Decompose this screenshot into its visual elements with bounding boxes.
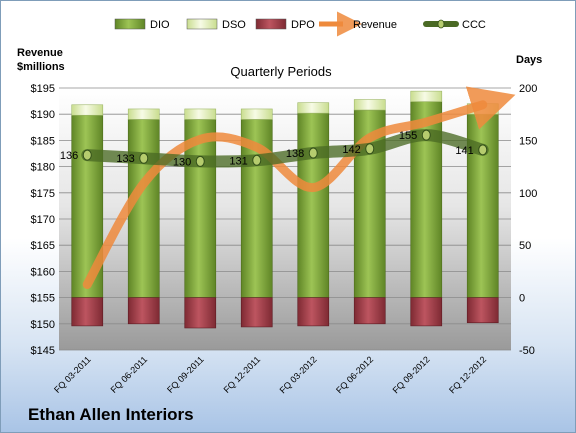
ccc-data-label: 142 xyxy=(342,144,360,156)
ccc-point xyxy=(421,129,431,141)
left-axis-title-line2: $millions xyxy=(17,61,65,73)
right-tick-label: 0 xyxy=(519,293,525,305)
left-tick-label: $175 xyxy=(31,188,55,200)
ccc-data-label: 133 xyxy=(116,153,134,165)
ccc-data-label: 155 xyxy=(399,130,417,142)
bar-dpo xyxy=(127,297,160,325)
right-axis-ticks: -50 0 50 100 150 200 xyxy=(519,83,537,357)
left-tick-label: $180 xyxy=(31,162,55,174)
ccc-data-label: 131 xyxy=(229,155,247,167)
revenue-line xyxy=(82,86,516,289)
right-tick-label: 150 xyxy=(519,135,537,147)
bar-dpo xyxy=(297,297,330,327)
x-tick-label: FQ 12-2011 xyxy=(222,354,263,395)
bar-dso xyxy=(410,90,443,102)
company-name: Ethan Allen Interiors xyxy=(28,405,194,424)
right-tick-label: 50 xyxy=(519,240,531,252)
bar-dpo xyxy=(71,297,104,327)
ccc-data-label: 130 xyxy=(173,156,191,168)
right-tick-label: -50 xyxy=(519,345,535,357)
legend-swatch-dso xyxy=(186,18,218,30)
left-tick-label: $145 xyxy=(31,345,55,357)
bar-dio xyxy=(184,119,217,298)
bar-dso xyxy=(71,104,104,116)
bar-dso xyxy=(127,108,160,120)
left-tick-label: $170 xyxy=(31,214,55,226)
bar-dpo xyxy=(240,297,273,328)
ccc-point xyxy=(365,143,375,155)
left-tick-label: $165 xyxy=(31,240,55,252)
right-tick-label: 200 xyxy=(519,83,537,95)
x-tick-label: FQ 06-2012 xyxy=(334,354,375,395)
x-tick-label: FQ 09-2012 xyxy=(391,354,432,395)
right-axis-title: Days xyxy=(516,54,542,66)
x-tick-label: FQ 09-2011 xyxy=(165,354,206,395)
ccc-point xyxy=(308,147,318,159)
x-tick-label: FQ 03-2012 xyxy=(278,354,319,395)
bar-dpo xyxy=(353,297,386,325)
ccc-data-label: 141 xyxy=(455,145,473,157)
legend: DIO DSO DPO Revenue CCC xyxy=(114,11,486,37)
x-tick-label: FQ 03-2011 xyxy=(52,354,93,395)
bar-dso xyxy=(240,108,273,120)
x-tick-label: FQ 12-2012 xyxy=(447,354,488,395)
left-tick-label: $195 xyxy=(31,83,55,95)
ccc-point xyxy=(139,152,149,164)
bar-dpo xyxy=(410,297,443,327)
legend-marker-ccc xyxy=(437,19,445,29)
legend-label-dpo: DPO xyxy=(291,19,315,31)
legend-swatch-dio xyxy=(114,18,146,30)
ccc-data-label: 136 xyxy=(60,150,78,162)
ccc-point xyxy=(478,144,488,156)
bar-dso xyxy=(353,99,386,111)
bar-dio xyxy=(297,112,330,298)
legend-label-dio: DIO xyxy=(150,19,170,31)
bar-dio xyxy=(127,119,160,298)
x-axis-labels: FQ 03-2011 FQ 06-2011 FQ 09-2011 FQ 12-2011… xyxy=(52,354,488,395)
ccc-series: 136 133 130 131 138 142 155 141 xyxy=(60,129,489,168)
left-tick-label: $150 xyxy=(31,319,55,331)
bar-dso xyxy=(184,108,217,120)
revenue-series xyxy=(82,86,516,289)
bar-dpo xyxy=(184,297,217,329)
ccc-point xyxy=(252,154,262,166)
legend-label-ccc: CCC xyxy=(462,19,486,31)
ccc-line xyxy=(81,129,489,168)
legend-label-revenue: Revenue xyxy=(353,19,397,31)
left-tick-label: $160 xyxy=(31,266,55,278)
left-tick-label: $185 xyxy=(31,135,55,147)
ccc-point xyxy=(82,149,92,161)
x-tick-label: FQ 06-2011 xyxy=(109,354,150,395)
left-axis-ticks: $145 $150 $155 $160 $165 $170 $175 $180 $185 $190… xyxy=(31,83,55,357)
left-axis-title-line1: Revenue xyxy=(17,47,63,59)
ccc-point xyxy=(195,155,205,167)
bars xyxy=(71,90,499,329)
chart-title: Quarterly Periods xyxy=(230,64,332,79)
bar-dpo xyxy=(466,297,499,324)
ccc-data-label: 138 xyxy=(286,148,304,160)
legend-swatch-dpo xyxy=(255,18,287,30)
left-tick-label: $155 xyxy=(31,293,55,305)
right-tick-label: 100 xyxy=(519,188,537,200)
left-tick-label: $190 xyxy=(31,109,55,121)
legend-label-dso: DSO xyxy=(222,19,246,31)
bar-dso xyxy=(297,102,330,114)
